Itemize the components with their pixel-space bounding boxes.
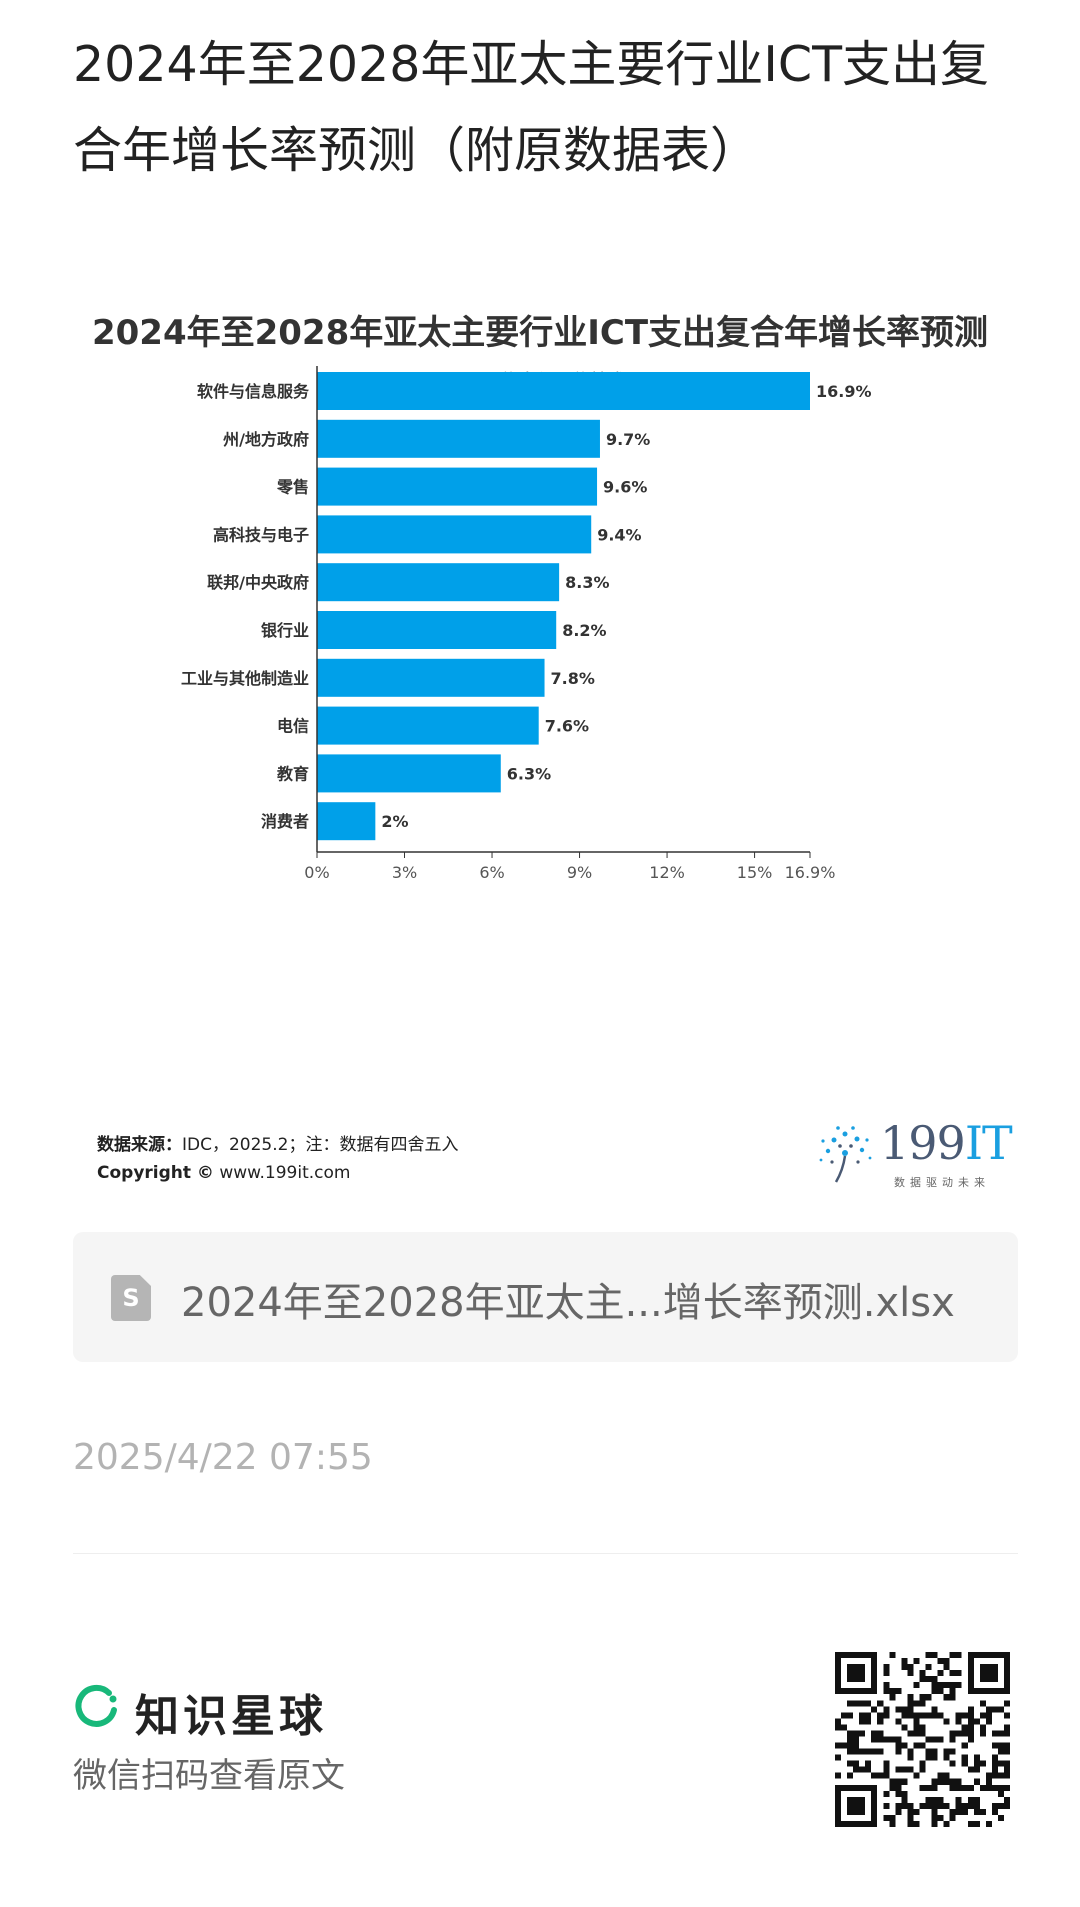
source-line: 数据来源：IDC，2025.2；注：数据有四舍五入	[97, 1130, 458, 1155]
category-label: 高科技与电子	[213, 525, 309, 544]
bar-9	[317, 802, 376, 841]
x-tick-label: 3%	[392, 863, 417, 882]
bar-4	[317, 563, 560, 602]
category-label: 电信	[277, 717, 309, 736]
brand-name: 199IT	[880, 1116, 1013, 1170]
category-label: 零售	[276, 478, 309, 497]
data-label: 8.3%	[565, 573, 609, 592]
chart-image: 2024年至2028年亚太主要行业ICT支出复合年增长率预测 ICT：信息与通信…	[60, 280, 1020, 1220]
dandelion-icon	[819, 1126, 872, 1183]
category-label: 教育	[277, 764, 309, 783]
category-label: 银行业	[261, 621, 309, 640]
data-label: 8.2%	[562, 621, 606, 640]
bar-7	[317, 706, 539, 745]
bar-0	[317, 372, 810, 410]
copyright-label: Copyright ©	[97, 1163, 214, 1183]
data-label: 16.9%	[816, 382, 872, 401]
divider	[73, 1553, 1018, 1554]
x-tick-label: 9%	[567, 863, 592, 882]
spreadsheet-file-icon: S	[111, 1275, 151, 1321]
post-timestamp: 2025/4/22 07:55	[73, 1437, 373, 1478]
chart-title: 2024年至2028年亚太主要行业ICT支出复合年增长率预测	[91, 313, 989, 353]
qr-pattern	[835, 1652, 1010, 1827]
qr-code[interactable]	[835, 1652, 1010, 1827]
attachment-file-card[interactable]: S 2024年至2028年亚太主...增长率预测.xlsx	[73, 1232, 1018, 1362]
data-label: 9.4%	[597, 525, 641, 544]
planet-ring-icon	[75, 1684, 117, 1727]
category-label: 消费者	[261, 812, 309, 831]
file-name: 2024年至2028年亚太主...增长率预测.xlsx	[181, 1280, 955, 1326]
x-tick-label: 6%	[479, 863, 504, 882]
bar-3	[317, 515, 592, 554]
bar-1	[317, 419, 600, 458]
source-text: IDC，2025.2；注：数据有四舍五入	[182, 1135, 459, 1155]
x-tick-label: 16.9%	[785, 863, 836, 882]
copyright-url: www.199it.com	[219, 1163, 351, 1183]
data-label: 2%	[381, 812, 408, 831]
brand-slogan: 数据驱动未来	[894, 1176, 990, 1189]
bar-2	[317, 467, 598, 506]
category-label: 州/地方政府	[222, 430, 309, 449]
data-label: 9.7%	[606, 430, 650, 449]
bar-8	[317, 754, 501, 793]
data-label: 7.6%	[545, 717, 589, 736]
bar-5	[317, 611, 557, 649]
data-label: 6.3%	[507, 764, 551, 783]
brand-logo: 199IT 数据驱动未来	[812, 1116, 1013, 1190]
app-name: 知识星球	[135, 1691, 327, 1742]
data-label: 9.6%	[603, 478, 647, 497]
category-label: 软件与信息服务	[197, 382, 310, 401]
source-label: 数据来源：	[97, 1135, 182, 1155]
bar-6	[317, 658, 545, 697]
x-tick-label: 12%	[649, 863, 685, 882]
post-title: 2024年至2028年亚太主要行业ICT支出复合年增长率预测（附原数据表）	[73, 36, 989, 179]
copyright-line: Copyright © www.199it.com	[97, 1163, 350, 1183]
scan-hint: 微信扫码查看原文	[73, 1756, 345, 1796]
x-tick-label: 0%	[304, 863, 329, 882]
category-label: 联邦/中央政府	[207, 573, 309, 592]
category-label: 工业与其他制造业	[181, 669, 309, 688]
bar-chart: 软件与信息服务 16.9% 州/地方政府 9.7% 零售 9.6% 高科技与电子 9.4% 联邦…	[181, 366, 872, 882]
x-tick-label: 15%	[737, 863, 773, 882]
data-label: 7.8%	[551, 669, 595, 688]
